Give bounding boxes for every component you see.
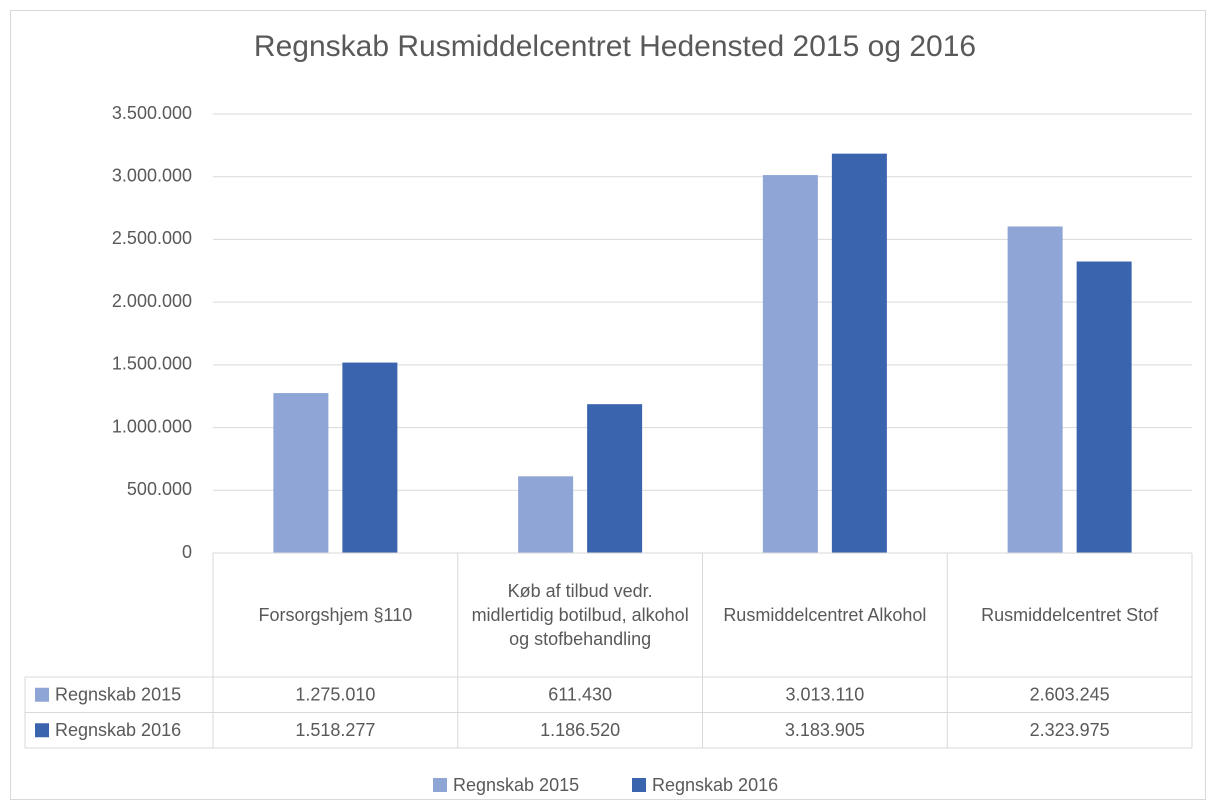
table-value: 1.186.520 [540,720,620,740]
bar [831,153,887,553]
bar [1007,226,1063,553]
table-value: 3.013.110 [786,685,865,705]
table-value: 2.603.245 [1030,685,1110,705]
y-tick-label: 500.000 [127,479,192,499]
legend-key [433,778,447,792]
category-label: Rusmiddelcentret Alkohol [723,605,927,625]
table-value: 3.183.905 [785,720,865,740]
legend-label: Regnskab 2015 [453,775,579,795]
bar [518,476,574,553]
table-legend-key [35,687,49,702]
y-tick-label: 3.500.000 [112,103,192,123]
table-legend-key [35,723,49,738]
legend-key [632,778,646,792]
table-series-name: Regnskab 2015 [55,685,181,705]
table-value: 1.518.277 [295,720,375,740]
bar [1076,261,1132,553]
table-value: 1.275.010 [295,685,375,705]
y-tick-label: 2.500.000 [112,228,192,248]
bar [342,362,398,553]
bar [587,404,643,553]
table-value: 2.323.975 [1030,720,1110,740]
y-tick-label: 3.000.000 [112,165,192,185]
y-tick-label: 2.000.000 [112,291,192,311]
category-label: Rusmiddelcentret Stof [981,605,1159,625]
table-series-name: Regnskab 2016 [55,720,181,740]
table-value: 611.430 [548,685,612,705]
y-tick-label: 1.000.000 [112,416,192,436]
category-label: Køb af tilbud vedr. midlertidig botilbud… [471,581,689,649]
bar [273,393,329,553]
bar [762,175,818,553]
y-tick-label: 1.500.000 [112,354,192,374]
category-label: Forsorgshjem §110 [258,605,413,625]
legend-label: Regnskab 2016 [652,775,778,795]
chart-title: Regnskab Rusmiddelcentret Hedensted 2015… [254,30,976,63]
y-tick-label: 0 [182,542,192,562]
